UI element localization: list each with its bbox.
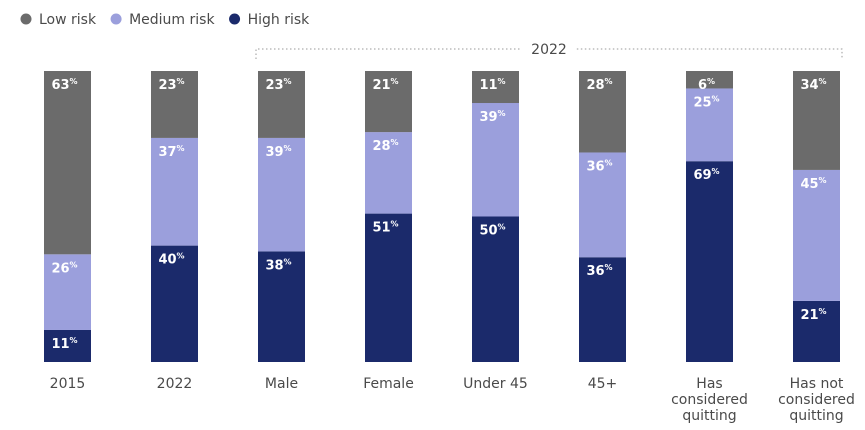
- value-label-male-low-risk: 23%: [265, 77, 291, 93]
- category-labels: 2015 2022 Male Female Under 45 45+ Has consider…: [50, 376, 855, 424]
- legend: Low risk Medium risk High risk: [20, 12, 311, 28]
- value-label-has-considered-quitting-high-risk: 69%: [693, 167, 719, 183]
- bar-under-45-low-risk: [472, 71, 519, 104]
- bar-has-considered-quitting-medium-risk: [686, 88, 733, 162]
- bar-2022-medium-risk: [151, 137, 198, 246]
- value-label-under-45-medium-risk: 39%: [479, 109, 505, 125]
- bar-2015-medium-risk: [44, 254, 91, 330]
- category-label-female: Female: [363, 376, 414, 392]
- group-annotation: 2022: [255, 42, 843, 59]
- bar-has-not-considered-quitting-high-risk: [793, 300, 840, 362]
- bar-2022-low-risk: [151, 71, 198, 138]
- value-label-2015-low-risk: 63%: [51, 77, 77, 93]
- value-label-female-medium-risk: 28%: [372, 138, 398, 154]
- bar-2015-low-risk: [44, 71, 91, 255]
- value-label-2022-medium-risk: 37%: [158, 144, 184, 160]
- bar-has-considered-quitting-high-risk: [686, 161, 733, 362]
- category-label-2015: 2015: [50, 376, 86, 392]
- category-label-has-not-considered-quitting: Has not considered quitting: [778, 376, 855, 424]
- value-label-has-not-considered-quitting-low-risk: 34%: [800, 77, 826, 93]
- legend-label-medium-risk: Medium risk: [129, 12, 215, 28]
- value-label-under-45-low-risk: 11%: [479, 77, 505, 93]
- bar-male-medium-risk: [258, 137, 305, 252]
- legend-swatch-low-risk: [20, 13, 32, 25]
- value-label-2022-low-risk: 23%: [158, 77, 184, 93]
- group-bracket-left: [255, 48, 522, 59]
- group-annotation-label: 2022: [531, 42, 567, 58]
- bar-has-not-considered-quitting-medium-risk: [793, 169, 840, 301]
- legend-swatch-high-risk: [229, 13, 241, 25]
- bars: 11% 26% 63% 40% 37% 23% 38% 39% 23% 51% 28% 21% 50% 3…: [44, 71, 840, 362]
- bar-female-high-risk: [365, 213, 412, 362]
- value-label-has-considered-quitting-medium-risk: 25%: [693, 94, 719, 110]
- value-label-under-45-high-risk: 50%: [479, 223, 505, 239]
- value-label-45-low-risk: 28%: [586, 77, 612, 93]
- bar-female-low-risk: [365, 71, 412, 133]
- category-label-under-45: Under 45: [463, 376, 528, 392]
- bar-male-low-risk: [258, 71, 305, 138]
- category-label-2022: 2022: [157, 376, 193, 392]
- value-label-45-medium-risk: 36%: [586, 158, 612, 174]
- bar-45-low-risk: [579, 71, 626, 153]
- value-label-female-high-risk: 51%: [372, 220, 398, 236]
- value-label-has-not-considered-quitting-high-risk: 21%: [800, 307, 826, 323]
- bar-45-high-risk: [579, 257, 626, 362]
- value-label-male-high-risk: 38%: [265, 257, 291, 273]
- category-label-45: 45+: [588, 376, 618, 392]
- bar-male-high-risk: [258, 251, 305, 362]
- value-label-2015-high-risk: 11%: [51, 336, 77, 352]
- bar-has-not-considered-quitting-low-risk: [793, 71, 840, 170]
- bar-45-medium-risk: [579, 152, 626, 258]
- value-label-has-considered-quitting-low-risk: 6%: [698, 77, 715, 93]
- value-label-has-not-considered-quitting-medium-risk: 45%: [800, 176, 826, 192]
- bar-2015-high-risk: [44, 329, 91, 362]
- bar-under-45-medium-risk: [472, 103, 519, 217]
- bar-under-45-high-risk: [472, 216, 519, 362]
- bar-female-medium-risk: [365, 132, 412, 214]
- bar-2022-high-risk: [151, 245, 198, 362]
- category-label-has-considered-quitting: Has considered quitting: [671, 376, 748, 424]
- legend-label-high-risk: High risk: [248, 12, 311, 28]
- group-bracket-right: [576, 48, 843, 59]
- value-label-2015-medium-risk: 26%: [51, 260, 77, 276]
- bar-has-considered-quitting-low-risk: [686, 71, 733, 89]
- category-label-male: Male: [265, 376, 298, 392]
- legend-label-low-risk: Low risk: [39, 12, 97, 28]
- value-label-2022-high-risk: 40%: [158, 252, 184, 268]
- value-label-female-low-risk: 21%: [372, 77, 398, 93]
- value-label-male-medium-risk: 39%: [265, 144, 291, 160]
- value-label-45-high-risk: 36%: [586, 263, 612, 279]
- legend-swatch-medium-risk: [110, 13, 122, 25]
